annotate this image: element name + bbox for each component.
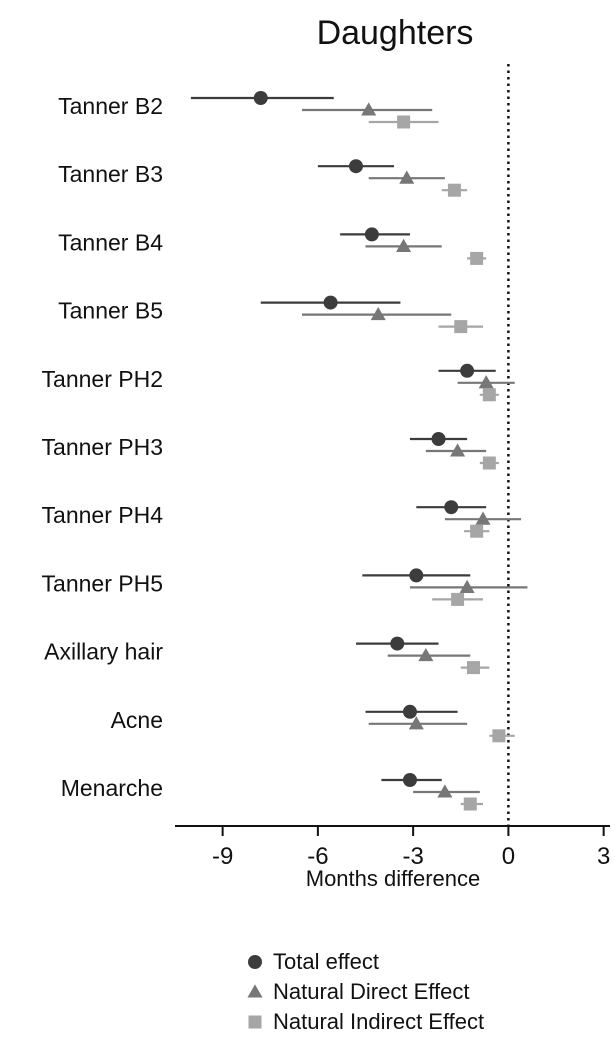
point-estimate [399,170,415,184]
series-circle [190,91,496,787]
point-estimate [470,524,484,538]
x-tick-label: 3 [597,843,610,870]
legend-marker-triangle [247,984,263,998]
category-label: Tanner PH3 [42,434,163,460]
category-label: Menarche [61,775,163,801]
point-estimate [475,511,491,525]
point-estimate [444,500,459,515]
point-estimate [361,102,377,116]
series-triangle [302,102,528,798]
point-estimate [323,295,338,310]
point-estimate [447,183,461,197]
point-estimate [402,704,417,719]
point-estimate [437,784,453,798]
x-tick-label: 0 [502,843,515,870]
point-estimate [402,773,417,787]
point-estimate [450,443,466,457]
category-label: Acne [111,707,163,733]
legend-label: Total effect [273,949,379,974]
point-estimate [370,306,386,321]
point-estimate [466,661,480,675]
x-tick-label: -3 [402,843,423,870]
point-estimate [390,636,405,651]
category-label: Tanner B2 [58,93,163,119]
x-tick-label: -6 [307,843,328,870]
point-estimate [492,729,506,743]
point-estimate [463,797,477,811]
point-estimate [348,159,363,174]
category-label: Tanner PH5 [42,570,163,596]
category-label: Tanner B4 [58,229,163,255]
x-axis: -9 -6 -3 0 3 [175,825,610,870]
point-estimate [408,716,424,730]
point-estimate [364,227,379,242]
x-axis-label: Months difference [306,866,480,891]
point-estimate [478,375,494,389]
category-label: Axillary hair [44,639,163,665]
legend: Total effect Natural Direct Effect Natural… [247,949,484,1034]
legend-label: Natural Direct Effect [273,979,469,1004]
point-estimate [459,579,475,593]
category-label: Tanner PH4 [42,502,164,528]
point-estimate [460,363,475,378]
category-label: Tanner B5 [58,298,163,324]
category-label: Tanner B3 [58,161,163,187]
point-estimate [470,251,484,265]
point-estimate [409,568,424,583]
legend-marker-square [248,1015,262,1029]
point-estimate [418,647,434,662]
legend-label: Natural Indirect Effect [273,1009,484,1034]
point-estimate [482,388,496,402]
point-estimate [253,91,268,105]
point-estimate [451,592,465,606]
point-estimate [397,115,411,129]
point-estimate [482,456,496,470]
point-estimate [396,238,412,252]
chart-title: Daughters [317,14,474,52]
point-estimate [454,320,468,334]
series-square [368,115,515,811]
legend-marker-circle [248,955,262,969]
category-label: Tanner PH2 [42,366,163,392]
point-estimate [431,432,446,446]
x-tick-label: -9 [212,843,233,870]
plot-area: Tanner B2 Tanner B3 Tanner B4 Tanner B5 Tann… [42,64,528,826]
